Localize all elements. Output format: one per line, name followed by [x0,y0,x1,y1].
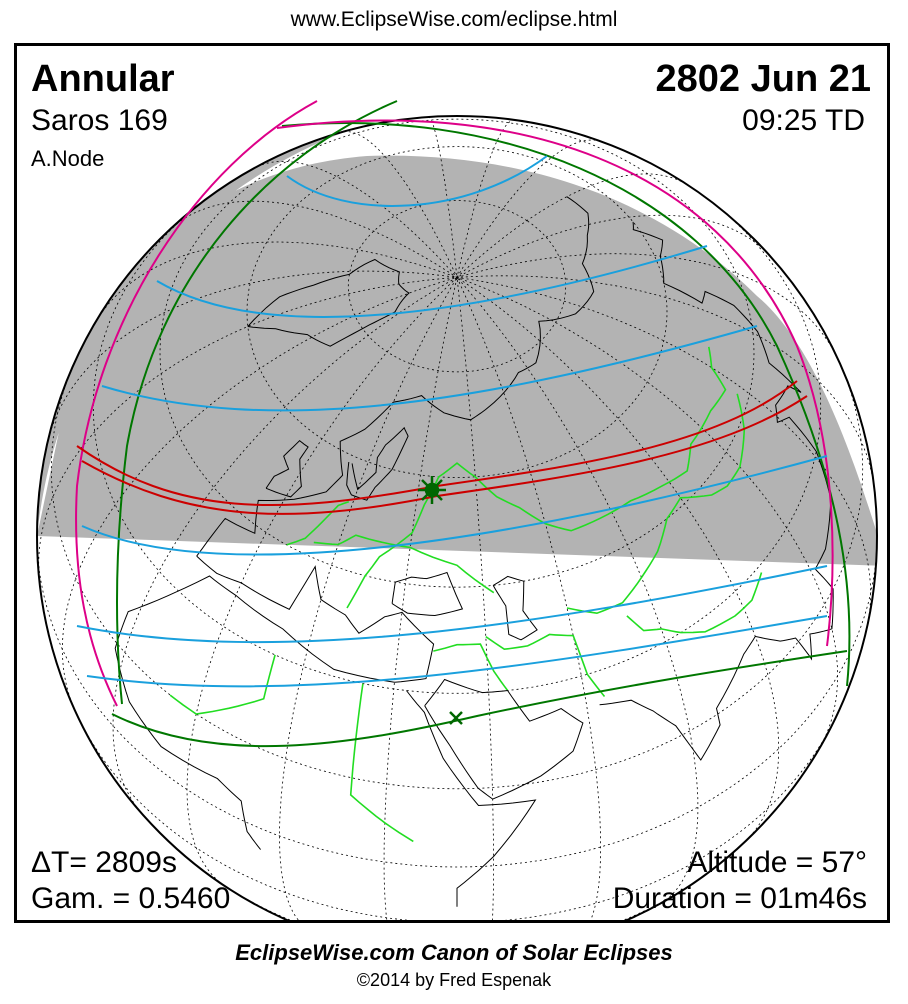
border-6 [169,654,276,715]
coastline-3 [424,678,584,800]
saros-number: Saros 169 [31,104,168,137]
meridian-line [456,214,767,278]
border-5 [349,683,414,843]
node-label: A.Node [31,146,105,171]
canon-title: EclipseWise.com Canon of Solar Eclipses [235,940,673,965]
coastline-2 [406,690,537,907]
border-7 [485,633,606,697]
copyright: ©2014 by Fred Espenak [356,970,552,990]
parallel-line [159,118,755,588]
coastlines [114,196,834,907]
meridian-line [257,160,458,278]
eclipse-map-frame: Annular 2802 Jun 21 Saros 169 09:25 TD A… [14,43,890,923]
meridian-line [456,173,687,278]
coastline-8 [492,575,538,641]
sunrise-curve [75,100,318,707]
meridian-line [456,139,601,278]
eastern-penumbral-limit [281,122,851,687]
sun-altitude: Altitude = 57° [687,846,867,879]
border-3 [566,393,746,615]
border-0 [346,346,727,609]
parallel-line [50,359,864,790]
coastline-0 [196,196,595,557]
meridian-line [61,277,458,709]
gamma-value: Gam. = 0.5460 [31,882,231,915]
globe-map [36,100,878,920]
meridian-line [456,253,837,357]
meridian-line [383,277,458,920]
meridian-line [456,277,839,750]
graticule [37,116,877,920]
coastline-4 [599,221,834,761]
coastlines-borders [169,346,763,843]
meridian-line [172,200,458,278]
magnitude-lines [76,155,828,688]
site-url[interactable]: www.EclipseWise.com/eclipse.html [290,8,618,31]
central-duration: Duration = 01m46s [612,882,867,915]
meridian-line [112,277,458,815]
northern-penumbral-limit [116,100,398,705]
meridian-line [343,131,458,278]
meridian-line [456,277,780,841]
meridian-line [38,277,458,574]
border-8 [433,643,509,691]
parallel-line [37,535,877,868]
coastline-9 [391,571,464,617]
coastline-5 [247,258,410,347]
eclipse-date: 2802 Jun 21 [655,58,871,100]
border-1 [313,534,495,594]
border-4 [626,572,763,634]
parallel-line [92,200,822,694]
coastline-1 [114,555,435,850]
sunset-curve [276,119,834,647]
globe-limb [36,115,878,920]
meridian-line [456,275,875,490]
border-2 [286,500,350,546]
parallel-line [80,722,834,920]
meridian-line [279,277,458,920]
delta-t: ΔT= 2809s [31,846,177,879]
eclipse-time: 09:25 TD [742,104,865,137]
meridian-line [47,270,458,444]
coastline-6 [346,426,409,501]
southern-penumbral-limit [111,650,848,748]
greatest-duration-marker [449,711,463,725]
greatest-eclipse-marker [418,476,446,504]
coastline-7 [265,440,309,498]
eclipse-type: Annular [31,58,175,100]
meridian-line [456,277,699,904]
